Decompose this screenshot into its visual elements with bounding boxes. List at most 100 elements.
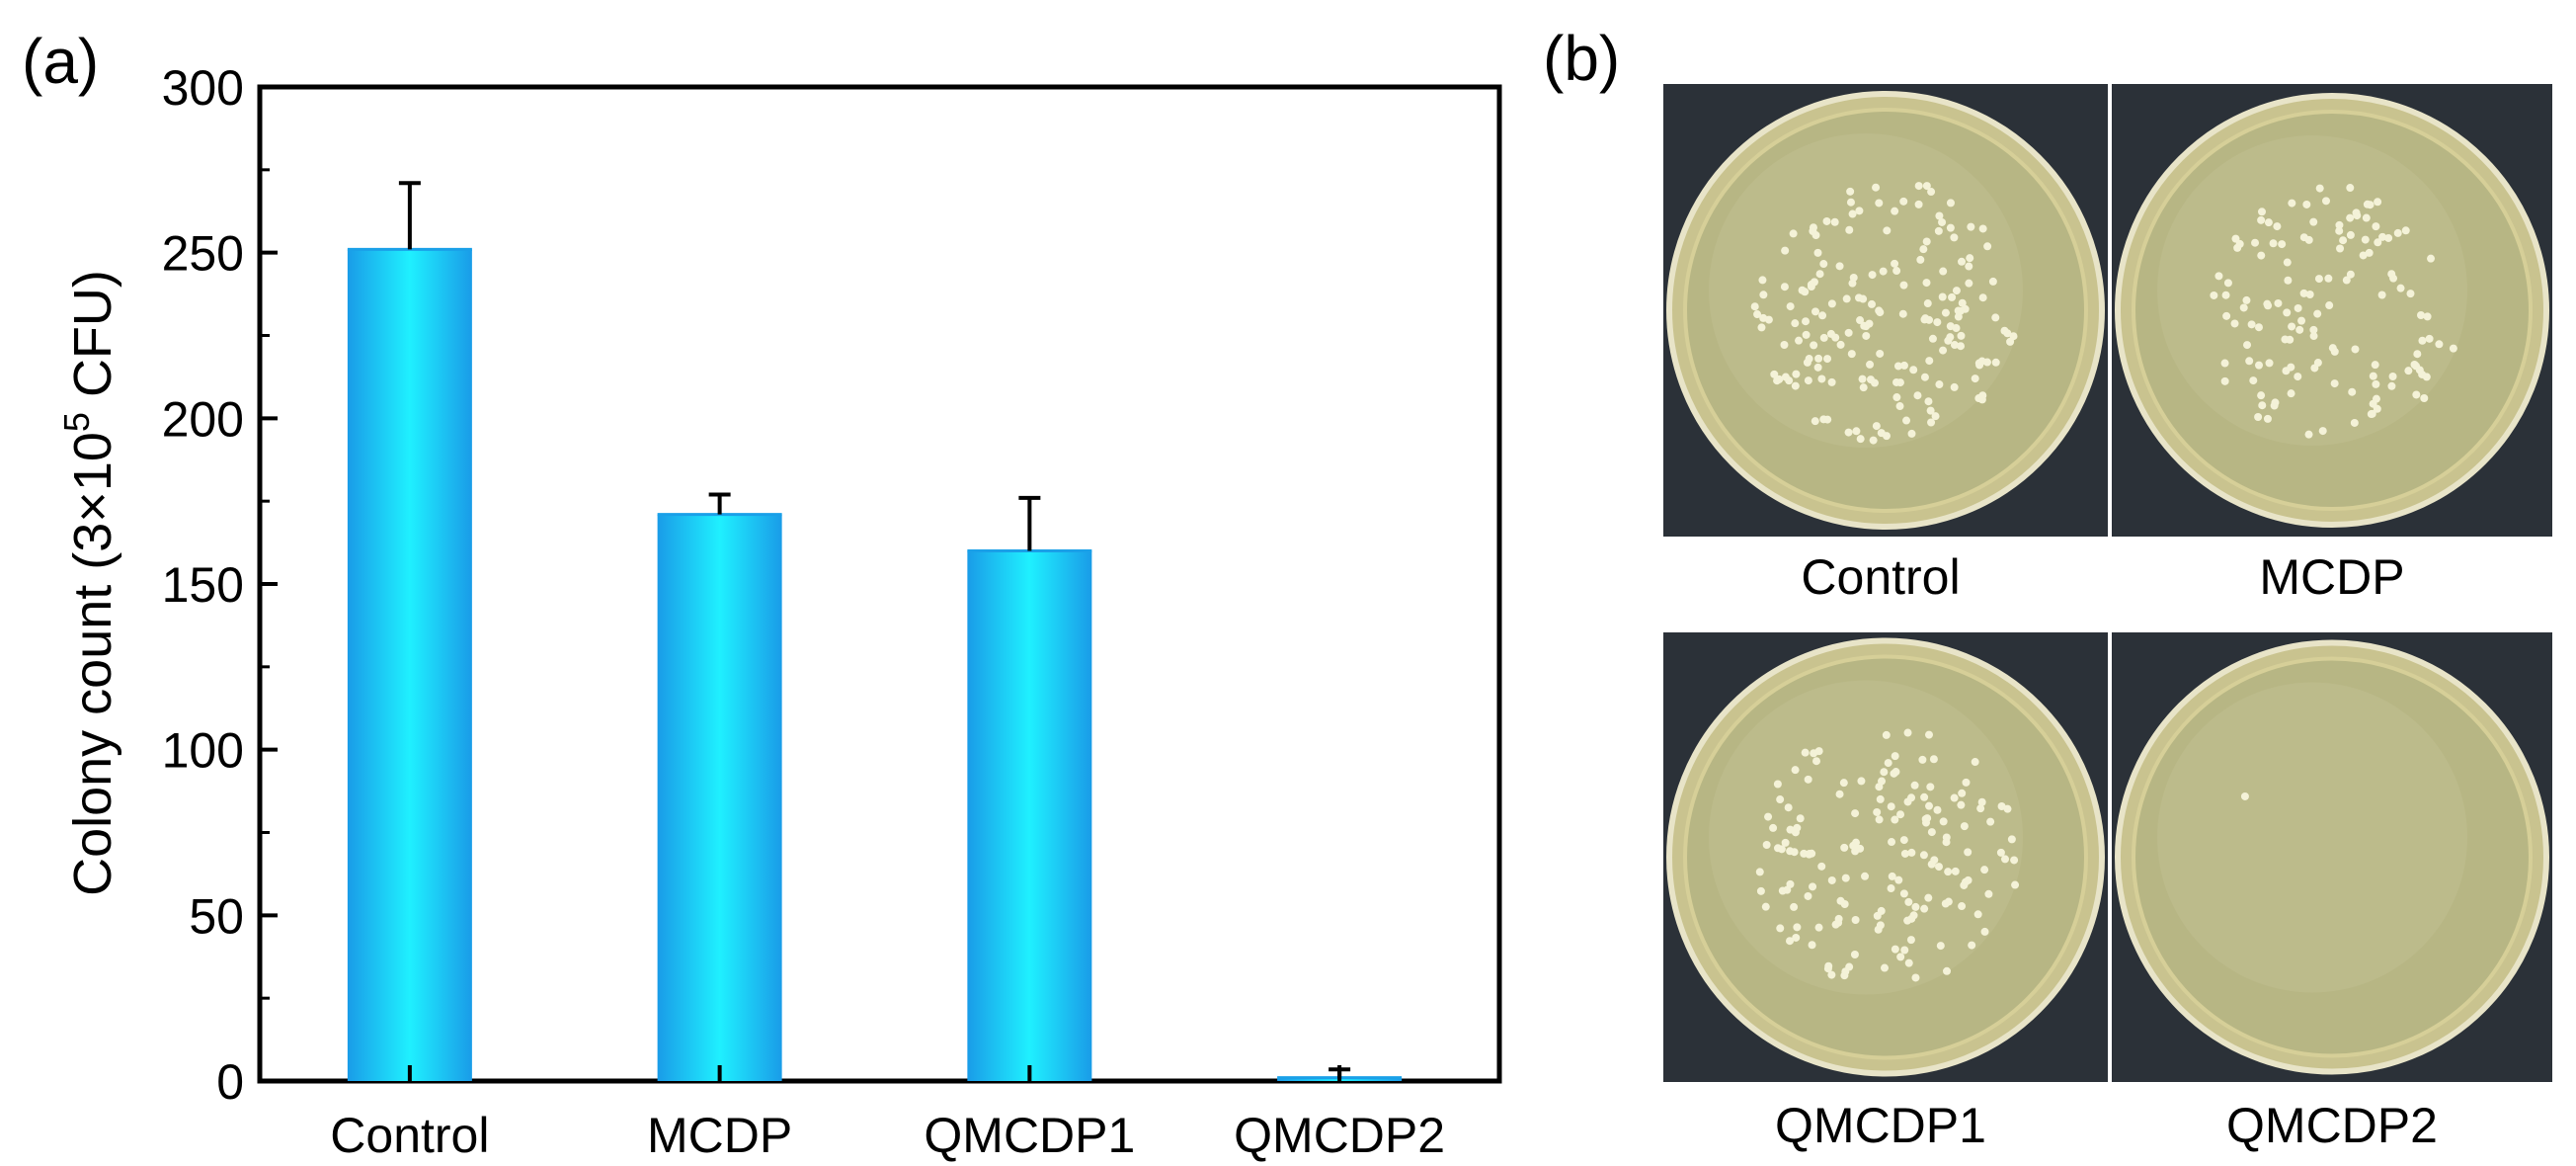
panel-a-label: (a) bbox=[22, 26, 99, 97]
colony bbox=[1891, 815, 1899, 824]
colony bbox=[1848, 209, 1857, 218]
colony bbox=[1875, 783, 1884, 791]
colony bbox=[2315, 184, 2324, 193]
colony bbox=[2314, 275, 2323, 284]
colony bbox=[2295, 325, 2304, 334]
colony bbox=[2362, 213, 2371, 222]
colony bbox=[1785, 376, 1794, 385]
colony bbox=[2287, 363, 2295, 372]
colony bbox=[1835, 790, 1844, 798]
colony bbox=[1802, 330, 1811, 339]
colony bbox=[1939, 346, 1948, 355]
colony bbox=[2263, 414, 2272, 423]
colony bbox=[1920, 904, 1929, 913]
colony bbox=[1935, 380, 1944, 389]
colony bbox=[1764, 812, 1773, 821]
colony bbox=[1936, 942, 1945, 951]
plate-photo-mcdp bbox=[2112, 84, 2552, 537]
colony bbox=[2249, 376, 2258, 385]
colony bbox=[1964, 848, 1972, 857]
colony bbox=[2374, 238, 2382, 247]
colony bbox=[1875, 815, 1884, 824]
colony bbox=[1759, 313, 1768, 322]
colony bbox=[1896, 953, 1905, 961]
colony bbox=[1933, 318, 1942, 327]
colony bbox=[1918, 755, 1927, 764]
colony bbox=[1891, 945, 1899, 954]
colony bbox=[1922, 279, 1931, 288]
colony bbox=[1938, 217, 1947, 226]
colony bbox=[1814, 747, 1823, 756]
colony bbox=[1929, 755, 1938, 764]
colony bbox=[2281, 335, 2290, 344]
colony bbox=[2239, 303, 2248, 312]
colony bbox=[1899, 836, 1908, 845]
colony bbox=[2283, 308, 2292, 317]
colony bbox=[2294, 373, 2302, 381]
colony bbox=[1966, 254, 1974, 263]
colony bbox=[1786, 937, 1795, 946]
colony bbox=[2247, 320, 2256, 329]
colony bbox=[1815, 270, 1824, 279]
agar-highlight bbox=[2157, 682, 2467, 993]
colony bbox=[2393, 228, 2402, 237]
colony bbox=[1922, 237, 1931, 246]
colony bbox=[1873, 807, 1882, 816]
colony bbox=[2351, 345, 2360, 354]
colony bbox=[2378, 232, 2387, 241]
colony bbox=[1792, 933, 1801, 942]
colony bbox=[2297, 316, 2306, 325]
colony bbox=[1810, 341, 1818, 350]
colony bbox=[1957, 342, 1966, 351]
colony bbox=[1907, 429, 1916, 438]
colony bbox=[1977, 797, 1986, 806]
colony bbox=[2372, 222, 2380, 231]
colony bbox=[1927, 860, 1936, 869]
y-axis-label: Colony count (3×105 CFU) bbox=[56, 270, 122, 896]
colony bbox=[2010, 856, 2019, 865]
colony bbox=[2007, 835, 2016, 844]
colony bbox=[1892, 393, 1901, 402]
colony bbox=[2233, 243, 2242, 252]
colony bbox=[1776, 795, 1785, 804]
colony bbox=[1836, 340, 1845, 349]
colony bbox=[1899, 889, 1908, 898]
colony bbox=[1951, 867, 1960, 875]
colony bbox=[2404, 367, 2413, 375]
colony bbox=[1887, 802, 1895, 811]
y-tick-label: 0 bbox=[216, 1054, 244, 1110]
colony bbox=[1925, 801, 1934, 810]
colony bbox=[1786, 302, 1795, 311]
colony bbox=[1852, 427, 1861, 436]
colony bbox=[1899, 361, 1908, 370]
colony bbox=[1773, 844, 1782, 853]
colony bbox=[1808, 941, 1816, 950]
colony bbox=[2418, 336, 2427, 345]
colony bbox=[2371, 361, 2379, 370]
colony bbox=[1854, 293, 1863, 302]
colony bbox=[1818, 311, 1827, 320]
colony bbox=[1892, 768, 1900, 777]
colony bbox=[2339, 236, 2348, 245]
colony bbox=[1859, 383, 1868, 392]
colony bbox=[1849, 273, 1858, 282]
colony bbox=[1861, 872, 1870, 880]
colony bbox=[1866, 360, 1875, 369]
plate-label: QMCDP2 bbox=[2226, 1098, 2438, 1153]
colony bbox=[1840, 843, 1849, 852]
colony bbox=[1884, 759, 1892, 768]
colony bbox=[2257, 251, 2266, 260]
colony bbox=[1822, 216, 1831, 225]
colony bbox=[1862, 322, 1871, 331]
x-tick-label: QMCDP2 bbox=[1234, 1108, 1445, 1163]
agar-highlight bbox=[1709, 133, 2023, 448]
y-axis-ticks: 0 50 100 150 200 250 300 bbox=[162, 60, 278, 1110]
colony bbox=[1913, 391, 1922, 400]
colony bbox=[2265, 359, 2274, 368]
colony bbox=[1957, 331, 1966, 340]
colony bbox=[2263, 299, 2272, 308]
colony bbox=[1791, 766, 1800, 775]
colony bbox=[2318, 427, 2327, 436]
colony bbox=[1819, 260, 1828, 269]
colony bbox=[2420, 393, 2429, 402]
